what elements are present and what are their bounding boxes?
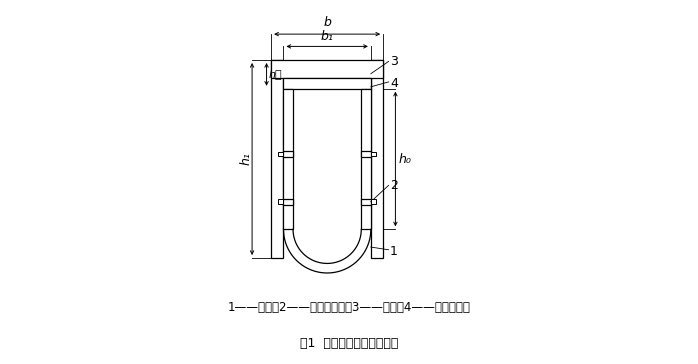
- Text: 3: 3: [390, 55, 398, 68]
- Bar: [283, 151, 293, 157]
- Bar: [278, 151, 283, 157]
- Bar: [283, 89, 293, 229]
- Bar: [371, 199, 376, 204]
- Bar: [362, 199, 371, 205]
- Bar: [362, 89, 371, 229]
- Text: b: b: [323, 16, 331, 29]
- Bar: [371, 60, 383, 258]
- Text: 1: 1: [390, 245, 398, 258]
- Bar: [283, 78, 371, 89]
- Text: 2: 2: [390, 179, 398, 192]
- Text: 图1  计算门架的几何尺寸图: 图1 计算门架的几何尺寸图: [300, 337, 398, 351]
- Bar: [278, 199, 283, 204]
- Text: b₁: b₁: [320, 30, 334, 43]
- Bar: [283, 199, 293, 205]
- Bar: [272, 60, 283, 258]
- Bar: [272, 60, 383, 78]
- Text: 4: 4: [390, 77, 398, 90]
- Text: h₀: h₀: [399, 153, 412, 166]
- Text: h⁥: h⁥: [269, 70, 283, 79]
- Text: 1——立杆；2——立杆加强杆；3——横杆；4——横杆加强杆: 1——立杆；2——立杆加强杆；3——横杆；4——横杆加强杆: [228, 301, 470, 314]
- Bar: [371, 151, 376, 157]
- Bar: [362, 151, 371, 157]
- Text: h₁: h₁: [239, 153, 253, 166]
